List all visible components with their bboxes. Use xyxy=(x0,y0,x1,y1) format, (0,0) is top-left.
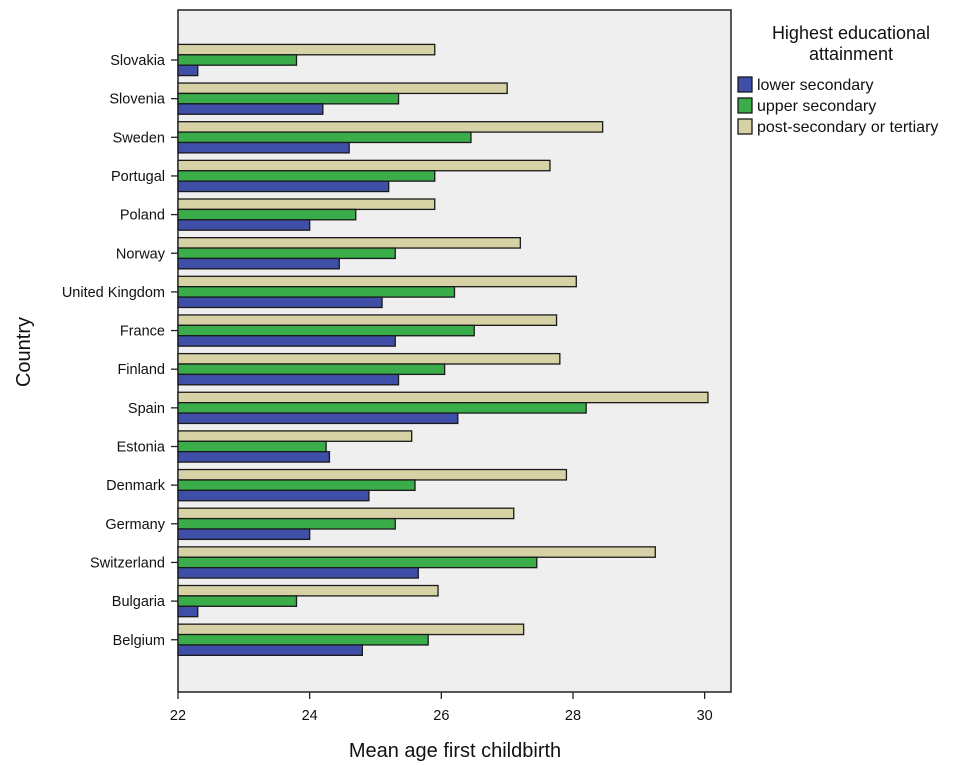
bar-lower-secondary-estonia xyxy=(177,451,331,463)
bar-lower-secondary-belgium xyxy=(177,644,363,657)
y-tick-label: Portugal xyxy=(111,169,165,185)
bar-lower-secondary-sweden xyxy=(177,141,350,154)
bar-upper-secondary-belgium xyxy=(177,633,429,646)
bar-post-secondary-or-tertiary-denmark xyxy=(177,468,568,481)
bar-post-secondary-or-tertiary-bulgaria xyxy=(177,584,439,597)
y-tick-label: Slovakia xyxy=(110,53,166,69)
legend: Highest educational attainment lower sec… xyxy=(737,23,938,136)
bar-lower-secondary-germany xyxy=(177,528,311,541)
bar-lower-secondary-united-kingdom xyxy=(177,296,383,309)
y-axis: Slovakia Slovenia Sweden Portugal Poland Norw… xyxy=(62,53,178,649)
bar-upper-secondary-france xyxy=(177,324,475,337)
bar-upper-secondary-slovenia xyxy=(177,92,400,105)
bar-upper-secondary-united-kingdom xyxy=(177,286,456,298)
legend-swatch-upper-secondary xyxy=(737,97,753,114)
y-tick-label: Norway xyxy=(116,246,166,262)
bar-post-secondary-or-tertiary-germany xyxy=(177,507,515,520)
x-axis-title: Mean age first childbirth xyxy=(349,740,561,762)
y-tick-label: Belgium xyxy=(113,633,165,649)
y-tick-label: France xyxy=(120,324,165,340)
legend-label: upper secondary xyxy=(757,98,876,115)
bar-lower-secondary-norway xyxy=(177,257,340,270)
bar-lower-secondary-switzerland xyxy=(177,567,419,579)
x-tick-label: 28 xyxy=(565,708,581,724)
y-tick-label: Poland xyxy=(120,208,165,224)
bar-post-secondary-or-tertiary-sweden xyxy=(177,121,604,133)
bar-lower-secondary-finland xyxy=(177,373,400,386)
bar-lower-secondary-france xyxy=(177,335,396,347)
bar-upper-secondary-spain xyxy=(177,401,587,414)
bar-post-secondary-or-tertiary-poland xyxy=(177,198,436,211)
y-tick-label: Denmark xyxy=(106,478,166,494)
y-tick-label: Finland xyxy=(117,362,165,378)
bar-upper-secondary-norway xyxy=(177,247,396,260)
x-tick-label: 30 xyxy=(697,708,713,724)
x-axis: 22 24 26 28 30 xyxy=(170,692,713,724)
bar-upper-secondary-switzerland xyxy=(177,556,538,569)
bar-lower-secondary-spain xyxy=(177,412,459,425)
bar-lower-secondary-bulgaria xyxy=(177,605,199,618)
bars-group xyxy=(177,43,709,657)
x-tick-label: 26 xyxy=(433,708,449,724)
bar-lower-secondary-portugal xyxy=(177,180,390,193)
y-axis-title: Country xyxy=(13,317,35,387)
x-tick-label: 22 xyxy=(170,708,186,724)
bar-post-secondary-or-tertiary-switzerland xyxy=(177,546,656,558)
bar-lower-secondary-slovakia xyxy=(177,64,199,77)
y-tick-label: United Kingdom xyxy=(62,285,165,301)
bar-post-secondary-or-tertiary-slovakia xyxy=(177,43,436,56)
bar-upper-secondary-slovakia xyxy=(177,54,298,66)
y-tick-label: Slovenia xyxy=(109,92,166,108)
bar-upper-secondary-bulgaria xyxy=(177,595,298,607)
bar-post-secondary-or-tertiary-belgium xyxy=(177,623,525,636)
bar-lower-secondary-slovenia xyxy=(177,103,324,115)
y-tick-label: Bulgaria xyxy=(112,594,166,610)
bar-upper-secondary-portugal xyxy=(177,170,436,182)
bar-post-secondary-or-tertiary-norway xyxy=(177,236,521,249)
legend-swatch-lower-secondary xyxy=(737,76,753,93)
y-tick-label: Sweden xyxy=(113,130,165,146)
legend-label: post-secondary or tertiary xyxy=(757,119,938,136)
bar-upper-secondary-sweden xyxy=(177,131,472,144)
bar-lower-secondary-denmark xyxy=(177,489,370,502)
bar-upper-secondary-denmark xyxy=(177,479,416,492)
bar-post-secondary-or-tertiary-united-kingdom xyxy=(177,275,577,288)
bar-post-secondary-or-tertiary-estonia xyxy=(177,430,413,442)
bar-post-secondary-or-tertiary-slovenia xyxy=(177,82,508,95)
y-tick-label: Spain xyxy=(128,401,165,417)
bar-upper-secondary-germany xyxy=(177,517,396,530)
bar-post-secondary-or-tertiary-finland xyxy=(177,352,561,365)
legend-title-line-1: Highest educational xyxy=(772,23,930,43)
bar-upper-secondary-poland xyxy=(177,208,357,221)
bar-post-secondary-or-tertiary-portugal xyxy=(177,159,551,172)
y-tick-label: Estonia xyxy=(117,440,166,456)
legend-title-line-2: attainment xyxy=(809,44,893,64)
x-tick-label: 24 xyxy=(302,708,318,724)
bar-upper-secondary-finland xyxy=(177,363,446,376)
y-tick-label: Germany xyxy=(105,517,165,533)
legend-swatch-post-secondary-or-tertiary xyxy=(737,118,753,135)
bar-post-secondary-or-tertiary-france xyxy=(177,314,558,327)
bar-upper-secondary-estonia xyxy=(177,440,327,453)
y-tick-label: Switzerland xyxy=(90,555,165,571)
legend-label: lower secondary xyxy=(757,77,874,94)
bar-post-secondary-or-tertiary-spain xyxy=(177,391,709,404)
bar-lower-secondary-poland xyxy=(177,219,311,231)
